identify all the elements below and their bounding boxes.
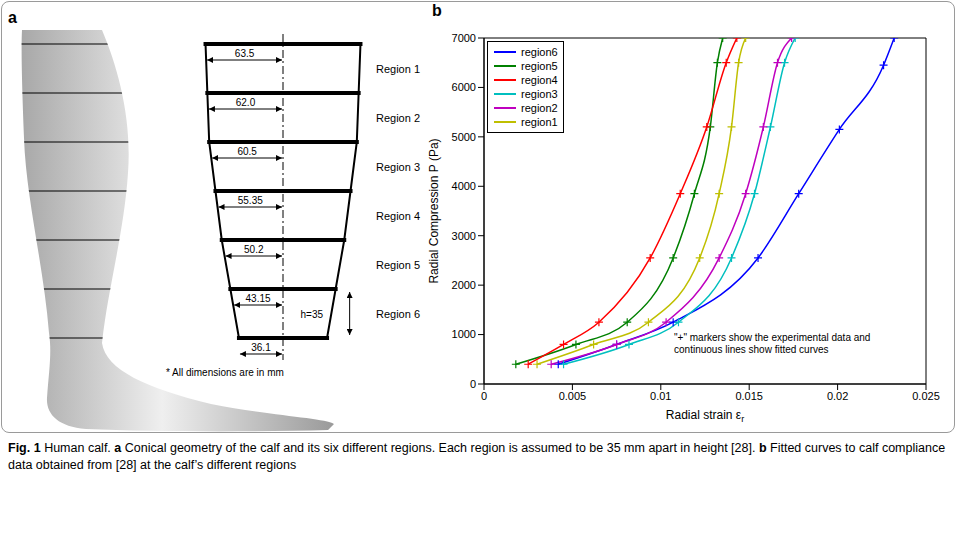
svg-text:0.025: 0.025 bbox=[912, 390, 940, 402]
svg-text:6000: 6000 bbox=[452, 81, 476, 93]
svg-text:36.1: 36.1 bbox=[251, 342, 271, 353]
html-text:b: b bbox=[432, 2, 442, 19]
svg-text:0.02: 0.02 bbox=[827, 390, 848, 402]
svg-text:63.5: 63.5 bbox=[235, 48, 255, 59]
svg-text:Region 6: Region 6 bbox=[376, 308, 420, 320]
svg-text:0.01: 0.01 bbox=[650, 390, 671, 402]
svg-text:Radial strain εr: Radial strain εr bbox=[666, 408, 744, 424]
svg-text:7000: 7000 bbox=[452, 32, 476, 44]
svg-text:Region 2: Region 2 bbox=[376, 112, 420, 124]
svg-text:h=35: h=35 bbox=[301, 309, 324, 320]
svg-text:0.005: 0.005 bbox=[559, 390, 587, 402]
html-text:region4: region4 bbox=[521, 74, 558, 86]
svg-text:Region 3: Region 3 bbox=[376, 161, 420, 173]
html-text:region3: region3 bbox=[521, 88, 558, 100]
svg-text:55.35: 55.35 bbox=[238, 195, 263, 206]
svg-text:50.2: 50.2 bbox=[244, 244, 264, 255]
html-text:region2: region2 bbox=[521, 102, 558, 114]
html-text:region5: region5 bbox=[521, 60, 558, 72]
svg-text:60.5: 60.5 bbox=[237, 146, 257, 157]
svg-text:0.015: 0.015 bbox=[735, 390, 763, 402]
svg-text:0: 0 bbox=[470, 378, 476, 390]
svg-text:a: a bbox=[8, 9, 17, 26]
html-text:"+" markers show the experimen: "+" markers show the experimental data a… bbox=[674, 332, 871, 356]
svg-text:5000: 5000 bbox=[452, 131, 476, 143]
svg-text:62.0: 62.0 bbox=[236, 97, 256, 108]
svg-text:3000: 3000 bbox=[452, 230, 476, 242]
svg-text:Region 1: Region 1 bbox=[376, 63, 420, 75]
svg-text:1000: 1000 bbox=[452, 328, 476, 340]
svg-text:43.15: 43.15 bbox=[246, 293, 271, 304]
svg-text:Radial Compression P (Pa): Radial Compression P (Pa) bbox=[427, 138, 441, 283]
svg-text:* All dimensions are in mm: * All dimensions are in mm bbox=[166, 367, 284, 378]
html-text:Fig. 1 Human calf. a Conical g: Fig. 1 Human calf. a Conical geometry of… bbox=[8, 441, 946, 472]
svg-text:2000: 2000 bbox=[452, 279, 476, 291]
svg-text:Region 4: Region 4 bbox=[376, 210, 420, 222]
html-text:region6: region6 bbox=[521, 46, 558, 58]
svg-text:Region 5: Region 5 bbox=[376, 259, 420, 271]
html-text:region1: region1 bbox=[521, 116, 558, 128]
svg-text:4000: 4000 bbox=[452, 180, 476, 192]
svg-text:0: 0 bbox=[481, 390, 487, 402]
